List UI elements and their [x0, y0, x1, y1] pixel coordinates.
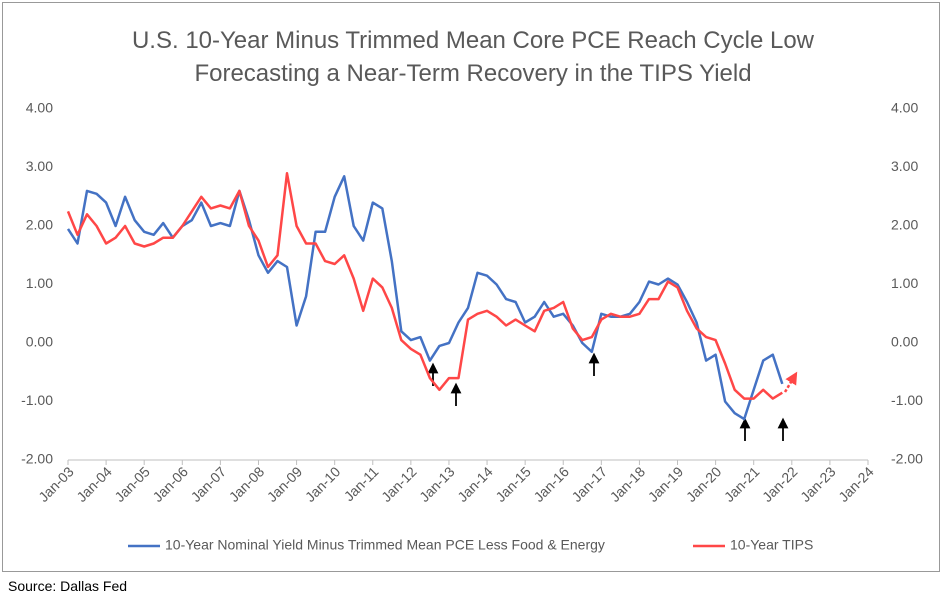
- y2-tick-label: 0.00: [891, 334, 918, 350]
- x-tick-label: Jan-06: [149, 463, 191, 505]
- x-tick-label: Jan-07: [188, 463, 230, 505]
- y2-tick-label: 1.00: [891, 275, 918, 291]
- x-tick-label: Jan-12: [378, 463, 420, 505]
- y-tick-label: 2.00: [26, 217, 53, 233]
- chart-frame: [2, 2, 940, 572]
- x-tick-label: Jan-03: [35, 463, 77, 505]
- legend-label: 10-Year TIPS: [730, 537, 813, 553]
- x-tick-label: Jan-16: [530, 463, 572, 505]
- y2-tick-label: -2.00: [891, 451, 923, 467]
- forecast-arrow: [783, 371, 798, 393]
- chart-title: U.S. 10-Year Minus Trimmed Mean Core PCE…: [131, 27, 815, 87]
- x-tick-label: Jan-05: [111, 463, 153, 505]
- x-tick-label: Jan-17: [568, 463, 610, 505]
- y-tick-label: -2.00: [21, 451, 53, 467]
- y-tick-label: 0.00: [26, 334, 53, 350]
- legend-label: 10-Year Nominal Yield Minus Trimmed Mean…: [165, 537, 605, 553]
- y-tick-label: -1.00: [21, 392, 53, 408]
- x-tick-label: Jan-10: [302, 463, 344, 505]
- x-tick-label: Jan-14: [454, 463, 496, 505]
- y2-tick-label: 3.00: [891, 158, 918, 174]
- x-tick-label: Jan-15: [492, 463, 534, 505]
- series-line: [66, 172, 783, 400]
- y2-tick-label: 2.00: [891, 217, 918, 233]
- x-tick-label: Jan-20: [683, 463, 725, 505]
- series-line: [66, 175, 784, 421]
- y2-tick-label: -1.00: [891, 392, 923, 408]
- y-tick-label: 1.00: [26, 275, 53, 291]
- x-tick-label: Jan-22: [759, 463, 801, 505]
- x-tick-label: Jan-21: [721, 463, 763, 505]
- y2-tick-label: 4.00: [891, 100, 918, 116]
- source-note: Source: Dallas Fed: [8, 578, 128, 594]
- y-tick-label: 4.00: [26, 100, 53, 116]
- x-tick-label: Jan-04: [73, 463, 115, 505]
- x-tick-label: Jan-19: [645, 463, 687, 505]
- x-tick-label: Jan-08: [226, 463, 268, 505]
- x-tick-label: Jan-11: [341, 463, 382, 504]
- annotation-arrows: [427, 352, 789, 441]
- x-tick-label: Jan-09: [264, 463, 306, 505]
- x-tick-label: Jan-13: [416, 463, 458, 505]
- x-tick-label: Jan-24: [835, 463, 877, 505]
- x-tick-label: Jan-23: [797, 463, 839, 505]
- x-tick-label: Jan-18: [607, 463, 649, 505]
- y-tick-label: 3.00: [26, 158, 53, 174]
